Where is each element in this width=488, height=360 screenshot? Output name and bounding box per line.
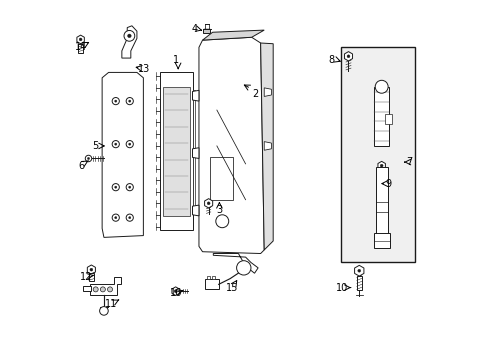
Polygon shape [90, 277, 121, 295]
Circle shape [112, 140, 119, 148]
Circle shape [112, 214, 119, 221]
Polygon shape [204, 199, 212, 208]
Text: 15: 15 [225, 283, 238, 293]
Polygon shape [264, 141, 271, 150]
Circle shape [107, 287, 112, 292]
Text: 13: 13 [138, 64, 150, 74]
Bar [160, 72, 192, 230]
Bar [373, 233, 389, 248]
Circle shape [79, 38, 82, 41]
Polygon shape [77, 35, 84, 44]
Text: 7: 7 [406, 157, 412, 167]
Text: 10: 10 [335, 283, 347, 293]
Polygon shape [192, 148, 199, 158]
Circle shape [174, 290, 177, 293]
Text: 11: 11 [105, 299, 117, 309]
Polygon shape [264, 88, 271, 96]
Circle shape [87, 157, 89, 159]
Circle shape [236, 261, 250, 275]
Circle shape [90, 268, 93, 271]
Circle shape [115, 186, 117, 188]
Circle shape [112, 98, 119, 105]
Polygon shape [102, 72, 143, 237]
Circle shape [127, 34, 131, 38]
Polygon shape [260, 43, 273, 250]
Circle shape [128, 100, 131, 102]
Bar [385, 114, 392, 125]
Circle shape [100, 287, 105, 292]
Text: 1: 1 [173, 55, 179, 65]
Circle shape [126, 140, 133, 148]
Circle shape [115, 100, 117, 102]
Polygon shape [202, 30, 264, 40]
Circle shape [215, 215, 228, 228]
Bar [209, 157, 233, 200]
Text: 2: 2 [252, 89, 258, 99]
Bar [374, 87, 388, 146]
Bar [83, 286, 91, 291]
Bar [212, 276, 215, 279]
Polygon shape [213, 253, 258, 273]
Text: 4: 4 [192, 24, 198, 35]
Circle shape [115, 143, 117, 145]
Bar [204, 279, 218, 289]
Circle shape [357, 269, 360, 272]
Circle shape [126, 214, 133, 221]
Bar [206, 276, 209, 279]
Text: 16: 16 [169, 288, 182, 298]
Bar [89, 273, 94, 281]
Polygon shape [122, 26, 137, 58]
Circle shape [115, 217, 117, 219]
Text: 9: 9 [384, 179, 390, 189]
Circle shape [380, 164, 382, 167]
Circle shape [374, 80, 387, 93]
Polygon shape [199, 37, 264, 253]
Text: 5: 5 [92, 141, 98, 151]
Text: 14: 14 [74, 42, 86, 52]
Circle shape [128, 143, 131, 145]
Polygon shape [192, 90, 199, 101]
Text: 3: 3 [216, 206, 222, 216]
Circle shape [85, 155, 92, 162]
Text: 8: 8 [327, 55, 334, 65]
Bar [203, 29, 210, 33]
Text: 6: 6 [79, 161, 84, 171]
Bar [341, 47, 414, 262]
Polygon shape [172, 287, 179, 296]
Polygon shape [87, 265, 95, 274]
Bar [192, 90, 195, 212]
Circle shape [346, 55, 349, 58]
Circle shape [100, 307, 108, 315]
Circle shape [128, 186, 131, 188]
Circle shape [128, 217, 131, 219]
Bar [375, 167, 387, 234]
Circle shape [124, 31, 135, 41]
Polygon shape [377, 161, 385, 170]
Circle shape [126, 184, 133, 191]
Polygon shape [192, 205, 199, 216]
Bar [163, 87, 189, 216]
Circle shape [126, 98, 133, 105]
Polygon shape [344, 51, 352, 61]
Polygon shape [354, 265, 363, 276]
Text: 12: 12 [80, 272, 92, 282]
Bar [356, 276, 361, 291]
Circle shape [207, 202, 210, 205]
Bar [78, 44, 82, 53]
Circle shape [93, 287, 98, 292]
Circle shape [112, 184, 119, 191]
